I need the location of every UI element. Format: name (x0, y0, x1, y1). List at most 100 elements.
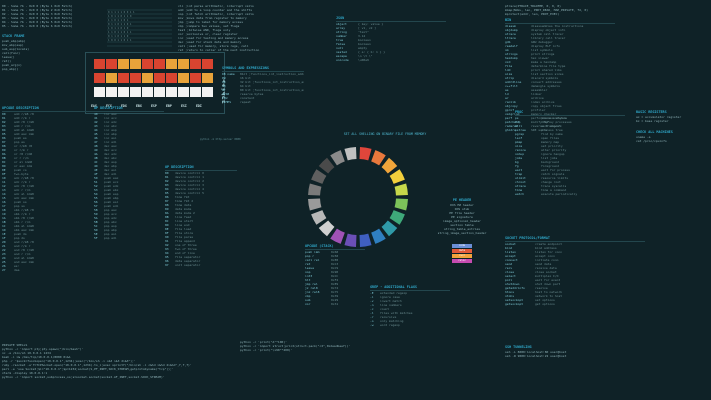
opcode-row: 26 es: (2, 264, 94, 268)
grep-flag-row-value: word regexp (380, 323, 400, 327)
svg-text:1 0 1 1 0 1 1 0: 1 0 1 1 0 1 1 0 (108, 14, 132, 18)
instruction-note-row: dec ;used for stack data and memory (178, 40, 242, 44)
mid-opcode-row-key: 44 (94, 128, 98, 132)
top-left-row: 04 - Some 7b - 0x0 0 (Byte 5 0x0 Fetch) (2, 20, 73, 24)
mid-opcode-row-value: push esp (104, 192, 119, 196)
mid-opcode-row-value: push edi (104, 204, 119, 208)
proc-tool-row-key: nice (515, 144, 523, 148)
byte-code-row: nop 0x90 (305, 270, 365, 274)
byte-code-row-value: 0x90 (331, 270, 339, 274)
device-row: 85 device control 5 (165, 191, 237, 195)
bin-tool-row: strings print strings (505, 52, 615, 56)
byte-code-row-key: xor (305, 302, 311, 306)
device-row-key: 87 (165, 199, 169, 203)
opcode-row-key: 10 (2, 176, 6, 180)
bin-tool-row-value: index archive (531, 100, 555, 104)
proc-tool-row-key: wait (515, 168, 523, 172)
bin-tool-row-key: c++filt (505, 84, 518, 88)
wheel-segment (311, 169, 327, 184)
opcode-row-value: push ds (14, 232, 27, 236)
byte-code-row-value: 0x31 (331, 302, 339, 306)
instruction-note-row: ret ;return to caller of the next instru… (178, 48, 260, 52)
socket-row: htons host to network (505, 290, 645, 294)
device-row: 93 two of three (165, 247, 237, 251)
svg-text:0 1 1 0 1 1 0 1: 0 1 1 0 1 1 0 1 (108, 22, 132, 26)
device-row: 96 data separator (165, 259, 237, 263)
opcode-row: 09 or r/m r (2, 148, 94, 152)
socket-row-key: accept (505, 254, 516, 258)
opcode-row-value: adc r8 r/m8 (14, 184, 34, 188)
grep-flag-row-key: -c (370, 307, 374, 311)
mid-opcode-row-value: inc esp (104, 128, 117, 132)
byte-code-row-key: call rel (305, 258, 320, 262)
instruction-note-row: cmp ;compare two values, set flags (178, 24, 240, 28)
bin-tool-row: readelf display ELF info (505, 44, 615, 48)
device-row: 90 file parse (165, 235, 237, 239)
mid-opcode-row-key: 49 (94, 148, 98, 152)
opcode-row: 04 add al imm8 (2, 128, 94, 132)
mid-opcode-row-key: 47 (94, 140, 98, 144)
byte-code-row-value: 0xC9 (331, 266, 339, 270)
mid-opcode-row-value: push edx (104, 184, 119, 188)
json-row-key: unicode (336, 58, 349, 62)
proc-tool-row: pgrep find by name (515, 132, 625, 136)
mid-opcode-row-value: pop edi (104, 236, 117, 240)
grep-flag-row-key: -r (370, 315, 374, 319)
bin-tool-row-key: objcopy (505, 104, 518, 108)
wheel-segment (389, 210, 405, 225)
bin-tool-row-value: convert addresses (531, 80, 562, 84)
color-wheel (306, 145, 410, 249)
proc-tool-row-key: pmap (515, 140, 523, 144)
mid-opcode-row-value: dec edx (104, 152, 117, 156)
mid-opcode-row-key: 53 (94, 188, 98, 192)
grep-flag-row-value: only matching (380, 319, 404, 323)
mid-opcode-row-key: 4E (94, 168, 98, 172)
bin-tool-row-value: modify ELF (531, 120, 550, 124)
opcode-row-key: 11 (2, 180, 6, 184)
opcode-row: 01 add r/m r (2, 116, 94, 120)
symbol-row-value: 16 bit (240, 76, 251, 80)
proc-tool-row-value: display processes (541, 120, 572, 124)
bin-tool-row: ranlib index archive (505, 100, 615, 104)
opcode-row: 0A or r8 r/m8 (2, 152, 94, 156)
top-left-row: 03 - Some 7b - 0x0 0 (Byte 4 0x0 Fetch) (2, 16, 73, 20)
bin-tool-row-value: discard symbols (531, 76, 559, 80)
bin-tool-row-key: ghidra (505, 128, 516, 132)
bin-tool-row-value: profiler (531, 108, 546, 112)
mid-opcode-row-key: 51 (94, 180, 98, 184)
bin-tool-row-key: patchelf (505, 120, 520, 124)
opcode-row: 06 push es (2, 136, 94, 140)
device-row: 95 file separator (165, 255, 237, 259)
binary-grid: 0 1 1 1 1 0 0 1 1 1 0 1 1 0 1 1 0 1 1 0 … (92, 4, 177, 56)
mid-opcode-row: 5A pop edx (94, 216, 164, 220)
socket-row-key: getsockopt (505, 302, 524, 306)
bin-tool-row: ar archive (505, 96, 615, 100)
device-row-value: data mode 2 (175, 211, 195, 215)
wheel-segment (330, 228, 345, 244)
proc-tool-row: renice alter priority (515, 148, 625, 152)
socket-row-value: get options (535, 302, 555, 306)
bin-tool-row: valgrind memory checker (505, 112, 615, 116)
opcode-row-value: adc r r/m (14, 188, 31, 192)
grep-flag-row: -n line numbers (370, 303, 450, 307)
mid-opcode-row: 50 push eax (94, 176, 164, 180)
bin-tool-row-value: reverse framework (531, 124, 562, 128)
bin-tool-row: as assembler (505, 88, 615, 92)
device-row-value: unit separator (175, 263, 201, 267)
bin-tool-row-value: make a hexdump (531, 60, 557, 64)
mid-opcode-row-key: 4A (94, 152, 98, 156)
opcode-row: 10 adc r/m8 r8 (2, 176, 94, 180)
grep-flag-row-key: -o (370, 319, 374, 323)
wheel-segment (381, 220, 398, 237)
device-row-value: device control 0 (175, 171, 204, 175)
bin-tool-row: ghidra SRE suite (505, 128, 615, 132)
opcode-row: 14 adc al imm8 (2, 192, 94, 196)
opcode-row-value: pop es (14, 140, 25, 144)
proc-tool-row-key: kill (515, 124, 523, 128)
grep-flag-row-value: extended regexp (380, 291, 408, 295)
json-row-key: nested (336, 50, 347, 54)
instruction-notes: cli ;int parse arithmetic, interrupt cal… (178, 4, 298, 62)
opcode-row-key: 20 (2, 240, 6, 244)
socket-row-key: bind (505, 246, 513, 250)
proc-tool-row-value: send signal (541, 124, 561, 128)
